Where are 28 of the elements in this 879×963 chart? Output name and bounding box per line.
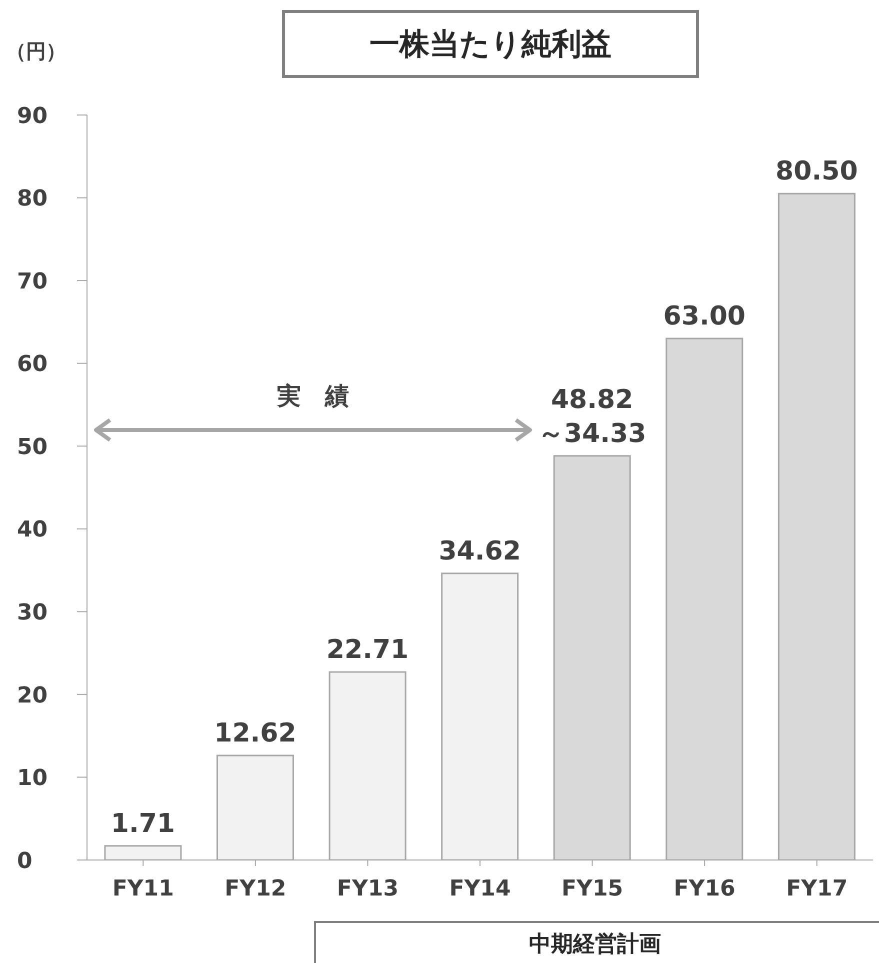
y-tick-label: 0 <box>17 848 32 874</box>
x-tick-label: FY13 <box>336 876 399 902</box>
x-tick-label: FY14 <box>449 876 511 902</box>
data-label: 22.71 <box>326 635 409 666</box>
y-tick-label: 80 <box>17 186 48 212</box>
y-tick-label: 30 <box>17 600 48 626</box>
y-tick-label: 20 <box>17 683 48 708</box>
data-label: 48.82 ～34.33 <box>538 384 646 449</box>
data-label: 63.00 <box>663 302 746 332</box>
y-tick-label: 10 <box>17 766 48 792</box>
x-tick-label: FY15 <box>561 876 624 902</box>
x-tick-label: FY12 <box>224 876 286 902</box>
y-axis-title: （円） <box>6 38 66 65</box>
annotation: 実 績 <box>276 380 350 412</box>
y-tick-label: 40 <box>17 518 48 543</box>
y-tick-label: 50 <box>17 434 48 460</box>
text: 中期経営計画 <box>314 921 879 963</box>
chart-title: 一株当たり純利益 <box>282 10 699 78</box>
y-tick-label: 70 <box>17 269 48 294</box>
data-label: 80.50 <box>776 156 858 187</box>
x-tick-label: FY16 <box>674 876 736 902</box>
y-tick-label: 90 <box>17 104 48 129</box>
data-label: 12.62 <box>214 718 296 749</box>
y-tick-label: 60 <box>17 352 48 378</box>
x-tick-label: FY11 <box>112 876 174 902</box>
x-tick-label: FY17 <box>786 876 848 902</box>
data-label: 1.71 <box>110 808 176 839</box>
data-label: 34.62 <box>438 536 521 566</box>
